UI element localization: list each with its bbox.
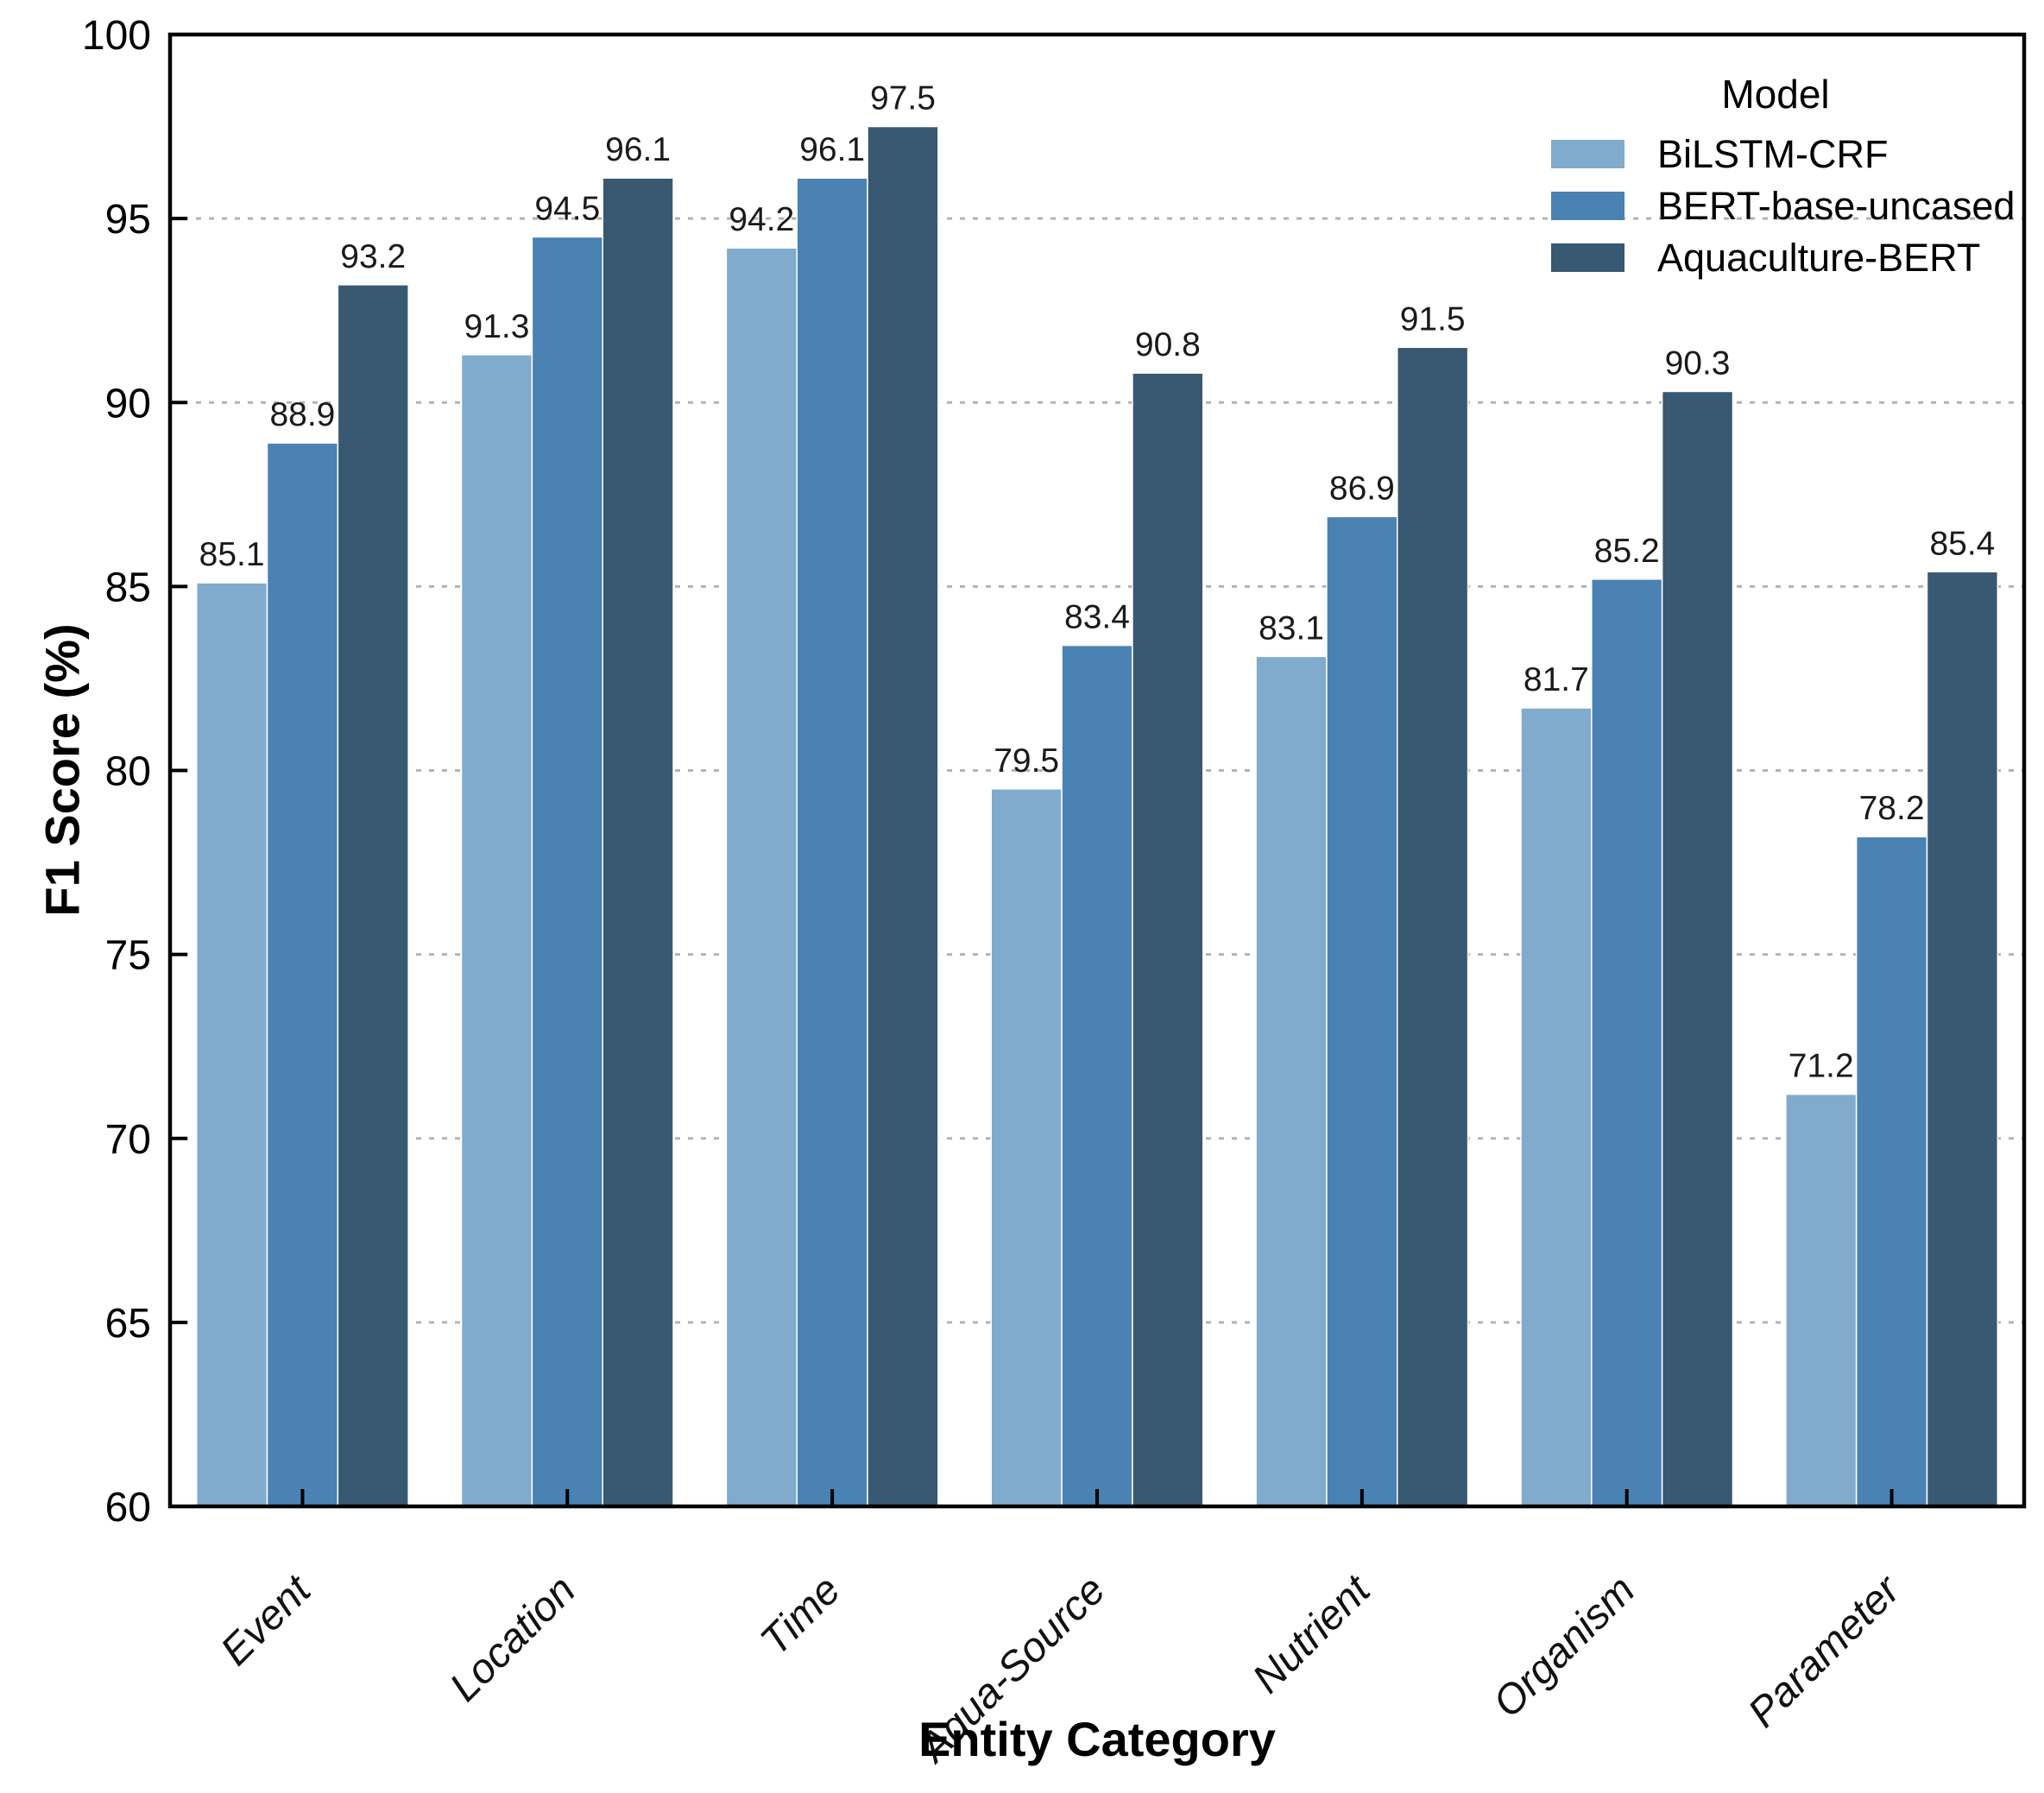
legend-label-bert-base-uncased: BERT-base-uncased	[1657, 183, 2016, 228]
legend-item-bilstm-crf: BiLSTM-CRF	[1551, 132, 2000, 176]
y-tick-label-65: 65	[105, 1301, 151, 1347]
bar-organism-bilstm-crf	[1520, 707, 1593, 1507]
value-label-aqua-source-aquaculture-bert: 90.8	[1135, 326, 1201, 363]
value-label-parameter-aquaculture-bert: 85.4	[1929, 525, 1995, 562]
legend-title: Model	[1721, 72, 1830, 117]
bar-aqua-source-bert-base-uncased	[1061, 644, 1133, 1507]
bar-event-bert-base-uncased	[266, 442, 339, 1507]
value-label-parameter-bilstm-crf: 71.2	[1788, 1048, 1854, 1085]
bar-time-bert-base-uncased	[796, 177, 868, 1507]
bar-event-bilstm-crf	[195, 582, 268, 1507]
value-label-event-aquaculture-bert: 93.2	[340, 238, 406, 275]
bar-nutrient-bilstm-crf	[1255, 655, 1328, 1507]
legend-swatch-aquaculture-bert	[1551, 243, 1624, 272]
x-axis-title: Entity Category	[918, 1712, 1276, 1766]
x-tick-label-location: Location	[441, 1567, 584, 1710]
x-tick-label-time: Time	[752, 1567, 849, 1664]
value-label-organism-aquaculture-bert: 90.3	[1665, 344, 1731, 382]
legend-swatch-bilstm-crf	[1551, 140, 1624, 168]
y-tick-label-75: 75	[105, 933, 151, 979]
legend-item-bert-base-uncased: BERT-base-uncased	[1551, 184, 2015, 228]
value-label-organism-bert-base-uncased: 85.2	[1594, 533, 1660, 570]
bar-organism-bert-base-uncased	[1591, 578, 1663, 1507]
value-label-event-bilstm-crf: 85.1	[199, 536, 265, 573]
bar-time-bilstm-crf	[725, 247, 798, 1507]
y-tick-label-100: 100	[82, 13, 151, 59]
legend: Model BiLSTM-CRF BERT-base-uncased Aquac…	[1551, 71, 2015, 287]
y-tick-label-90: 90	[105, 381, 151, 426]
value-label-location-aquaculture-bert: 96.1	[605, 131, 671, 168]
bar-location-aquaculture-bert	[602, 177, 674, 1507]
bar-aqua-source-aquaculture-bert	[1132, 372, 1204, 1507]
bar-nutrient-bert-base-uncased	[1326, 515, 1398, 1507]
bar-time-aquaculture-bert	[867, 125, 939, 1507]
value-label-aqua-source-bilstm-crf: 79.5	[994, 742, 1059, 780]
y-axis-title: F1 Score (%)	[35, 623, 90, 917]
bar-parameter-bert-base-uncased	[1855, 836, 1928, 1507]
y-tick-label-80: 80	[105, 749, 151, 795]
x-tick-label-organism: Organism	[1485, 1567, 1644, 1727]
bar-location-bert-base-uncased	[531, 236, 603, 1507]
value-label-organism-bilstm-crf: 81.7	[1524, 661, 1589, 698]
value-label-location-bilstm-crf: 91.3	[464, 308, 530, 345]
value-label-nutrient-bilstm-crf: 83.1	[1259, 609, 1324, 647]
value-label-time-aquaculture-bert: 97.5	[870, 80, 936, 117]
legend-item-aquaculture-bert: Aquaculture-BERT	[1551, 236, 2000, 280]
value-label-aqua-source-bert-base-uncased: 83.4	[1064, 599, 1130, 636]
y-tick-label-60: 60	[105, 1485, 151, 1531]
legend-label-bilstm-crf: BiLSTM-CRF	[1657, 131, 1889, 176]
value-label-time-bert-base-uncased: 96.1	[799, 131, 865, 168]
bar-parameter-aquaculture-bert	[1926, 571, 1999, 1507]
value-label-location-bert-base-uncased: 94.5	[534, 190, 600, 227]
legend-label-aquaculture-bert: Aquaculture-BERT	[1657, 235, 1981, 280]
value-label-time-bilstm-crf: 94.2	[729, 201, 794, 238]
legend-swatch-bert-base-uncased	[1551, 192, 1624, 220]
x-tick-label-nutrient: Nutrient	[1244, 1566, 1379, 1701]
value-label-nutrient-bert-base-uncased: 86.9	[1329, 470, 1395, 507]
value-label-nutrient-aquaculture-bert: 91.5	[1400, 300, 1466, 338]
bar-organism-aquaculture-bert	[1661, 390, 1734, 1507]
bar-location-bilstm-crf	[460, 354, 533, 1507]
bar-event-aquaculture-bert	[337, 284, 409, 1507]
bar-aqua-source-bilstm-crf	[990, 788, 1063, 1507]
y-tick-label-95: 95	[105, 197, 151, 243]
bar-nutrient-aquaculture-bert	[1397, 346, 1469, 1507]
value-label-parameter-bert-base-uncased: 78.2	[1859, 790, 1925, 827]
y-tick-label-85: 85	[105, 565, 151, 610]
x-tick-label-event: Event	[212, 1566, 320, 1674]
y-tick-label-70: 70	[105, 1117, 151, 1163]
value-label-event-bert-base-uncased: 88.9	[269, 396, 335, 433]
bar-parameter-bilstm-crf	[1785, 1093, 1858, 1507]
